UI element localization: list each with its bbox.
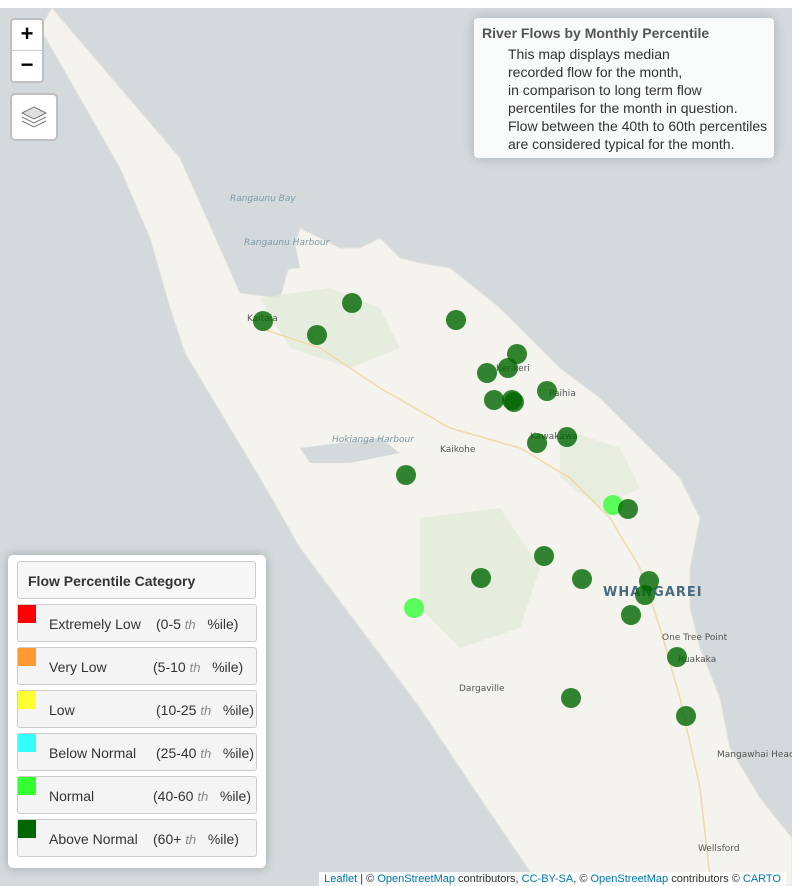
site-marker[interactable] (621, 605, 641, 625)
site-marker[interactable] (446, 310, 466, 330)
info-title: River Flows by Monthly Percentile (482, 25, 710, 41)
legend-swatch (18, 820, 36, 838)
site-marker[interactable] (498, 358, 518, 378)
site-marker[interactable] (676, 706, 696, 726)
site-marker[interactable] (635, 585, 655, 605)
osm-link[interactable]: OpenStreetMap (590, 873, 669, 885)
site-marker[interactable] (557, 427, 577, 447)
legend-swatch (18, 648, 36, 666)
legend-item-extremely-low[interactable]: Extremely Low (0-5 th %ile) (17, 604, 257, 642)
site-marker[interactable] (618, 499, 638, 519)
cc-by-sa-link[interactable]: CC-BY-SA (521, 873, 574, 885)
layers-icon (20, 106, 48, 128)
legend-swatch (18, 605, 36, 623)
site-marker[interactable] (471, 568, 491, 588)
osm-link[interactable]: OpenStreetMap (377, 873, 455, 885)
place-label: Kaikohe (440, 445, 476, 455)
place-label: Mangawhai Heads (717, 750, 792, 760)
legend-swatch (18, 734, 36, 752)
site-marker[interactable] (534, 546, 554, 566)
park-area (260, 288, 400, 368)
legend-item-low[interactable]: Low (10-25 th %ile) (17, 690, 257, 728)
carto-link[interactable]: CARTO (742, 873, 781, 885)
legend-item-very-low[interactable]: Very Low (5-10 th %ile) (17, 647, 257, 685)
info-panel: River Flows by Monthly Percentile This m… (474, 18, 774, 158)
place-label: Paihia (549, 389, 576, 399)
site-marker[interactable] (502, 390, 522, 410)
harbour-water (230, 243, 300, 273)
legend-item-below-normal[interactable]: Below Normal (25-40 th %ile) (17, 733, 257, 771)
zoom-out-button[interactable]: − (12, 50, 42, 81)
site-marker[interactable] (404, 598, 424, 618)
legend: Flow Percentile Category Extremely Low (… (8, 555, 266, 868)
leaflet-link[interactable]: Leaflet (324, 873, 358, 885)
land-mass (39, 8, 792, 886)
zoom-control: + − (10, 18, 44, 83)
legend-item-normal[interactable]: Normal (40-60 th %ile) (17, 776, 257, 814)
legend-swatch (18, 691, 36, 709)
place-label: Wellsford (698, 844, 740, 854)
legend-title: Flow Percentile Category (17, 561, 256, 599)
place-label: Dargaville (459, 684, 505, 694)
info-text: This map displays median (508, 46, 670, 62)
info-text: percentiles for the month in question. (508, 100, 738, 116)
site-marker[interactable] (561, 688, 581, 708)
place-label: Rangaunu Harbour (244, 238, 330, 248)
place-label: Rangaunu Bay (230, 194, 296, 204)
harbour-water (300, 438, 400, 463)
place-label: One Tree Point (662, 633, 728, 643)
place-label: Hokianga Harbour (332, 435, 414, 445)
info-text: are considered typical for the month. (508, 136, 735, 152)
zoom-in-button[interactable]: + (20, 21, 34, 46)
legend-swatch (18, 777, 36, 795)
site-marker[interactable] (342, 293, 362, 313)
site-marker[interactable] (253, 311, 273, 331)
layers-button[interactable] (10, 93, 58, 141)
site-marker[interactable] (537, 381, 557, 401)
info-text: Flow between the 40th to 60th percentile… (508, 118, 768, 134)
legend-item-above-normal[interactable]: Above Normal (60+ th %ile) (17, 819, 257, 857)
place-label: Ruakaka (678, 655, 717, 665)
site-marker[interactable] (527, 433, 547, 453)
site-marker[interactable] (307, 325, 327, 345)
attribution: Leaflet | © OpenStreetMap contributors, … (319, 872, 786, 886)
site-marker[interactable] (667, 647, 687, 667)
site-marker[interactable] (572, 569, 592, 589)
info-text: recorded flow for the month, (508, 64, 683, 80)
info-text: in comparison to long term flow (508, 82, 702, 98)
site-marker[interactable] (484, 390, 504, 410)
site-marker[interactable] (477, 363, 497, 383)
site-marker[interactable] (396, 465, 416, 485)
place-label: Kawakawa (530, 432, 578, 442)
